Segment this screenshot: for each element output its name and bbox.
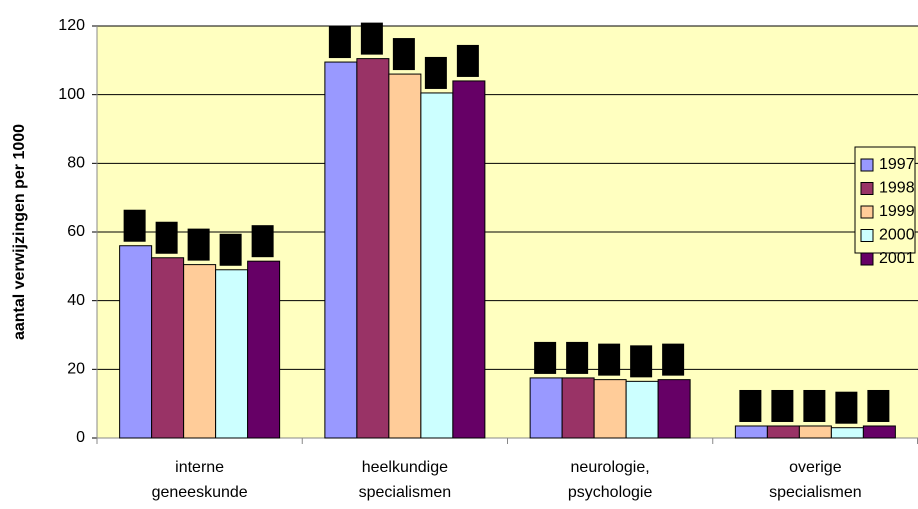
y-tick-label: 120 <box>58 17 85 34</box>
redacted-label <box>867 389 890 422</box>
bar <box>183 264 217 439</box>
legend-label: 2000 <box>879 227 915 244</box>
legend-label: 1997 <box>879 156 915 173</box>
bar <box>561 377 595 439</box>
redacted-label <box>739 389 762 422</box>
redacted-label <box>251 225 274 258</box>
y-tick-label: 0 <box>76 429 85 446</box>
legend-swatch <box>860 205 874 219</box>
legend-swatch <box>860 252 874 266</box>
redacted-label <box>835 391 858 424</box>
bar <box>247 260 281 439</box>
y-tick-label: 100 <box>58 86 85 103</box>
bar <box>420 92 454 439</box>
bar <box>388 73 422 439</box>
x-tick-label-line: specialismen <box>769 484 861 501</box>
x-tick-label: heelkundige specialismen <box>359 459 451 501</box>
bar <box>798 425 832 439</box>
bar <box>324 61 358 439</box>
redacted-label <box>123 209 146 242</box>
bar <box>151 257 185 439</box>
y-tick-label: 80 <box>67 155 85 172</box>
bar <box>356 58 390 439</box>
x-tick-label: overige specialismen <box>769 459 861 501</box>
redacted-label <box>662 343 685 376</box>
bar <box>766 425 800 439</box>
x-tick-label-line: psychologie <box>568 484 653 501</box>
legend-label: 1999 <box>879 203 915 220</box>
redacted-label <box>328 26 351 59</box>
x-tick-label: neurologie, psychologie <box>568 459 653 501</box>
redacted-label <box>534 341 557 374</box>
x-tick-label-line: specialismen <box>359 484 451 501</box>
y-tick-label: 20 <box>67 361 85 378</box>
legend-swatch <box>860 182 874 195</box>
y-tick-label: 60 <box>67 223 85 240</box>
x-tick-label-line: overige <box>789 459 842 476</box>
redacted-label <box>392 38 415 71</box>
legend-swatch <box>860 158 874 172</box>
x-tick-label: interne geneeskunde <box>152 459 248 501</box>
bar <box>862 425 896 439</box>
redacted-label <box>219 233 242 266</box>
bar <box>625 380 659 439</box>
bar <box>734 425 768 439</box>
redacted-label <box>187 228 210 261</box>
x-tick-label-line: geneeskunde <box>152 484 248 501</box>
redacted-label <box>630 345 653 378</box>
bar <box>657 379 691 439</box>
x-tick-label-line: neurologie, <box>571 459 650 476</box>
legend-swatch <box>860 229 874 242</box>
x-tick-label-line: heelkundige <box>362 459 448 476</box>
y-axis-label: aantal verwijzingen per 1000 <box>11 124 28 340</box>
legend-label: 1998 <box>879 180 915 197</box>
y-tick-label: 40 <box>67 292 85 309</box>
redacted-label <box>360 22 383 55</box>
redacted-label <box>456 44 479 77</box>
redacted-label <box>566 341 589 374</box>
bar <box>119 245 153 439</box>
redacted-label <box>598 343 621 376</box>
legend-label: 2001 <box>879 250 915 267</box>
redacted-label <box>771 389 794 422</box>
bar <box>830 427 864 439</box>
redacted-label <box>803 389 826 422</box>
bar <box>215 269 249 439</box>
bar <box>593 379 627 439</box>
redacted-label <box>424 56 447 89</box>
redacted-label <box>155 221 178 254</box>
bar <box>452 80 486 439</box>
bar <box>529 377 563 439</box>
x-tick-label-line: interne <box>175 459 224 476</box>
